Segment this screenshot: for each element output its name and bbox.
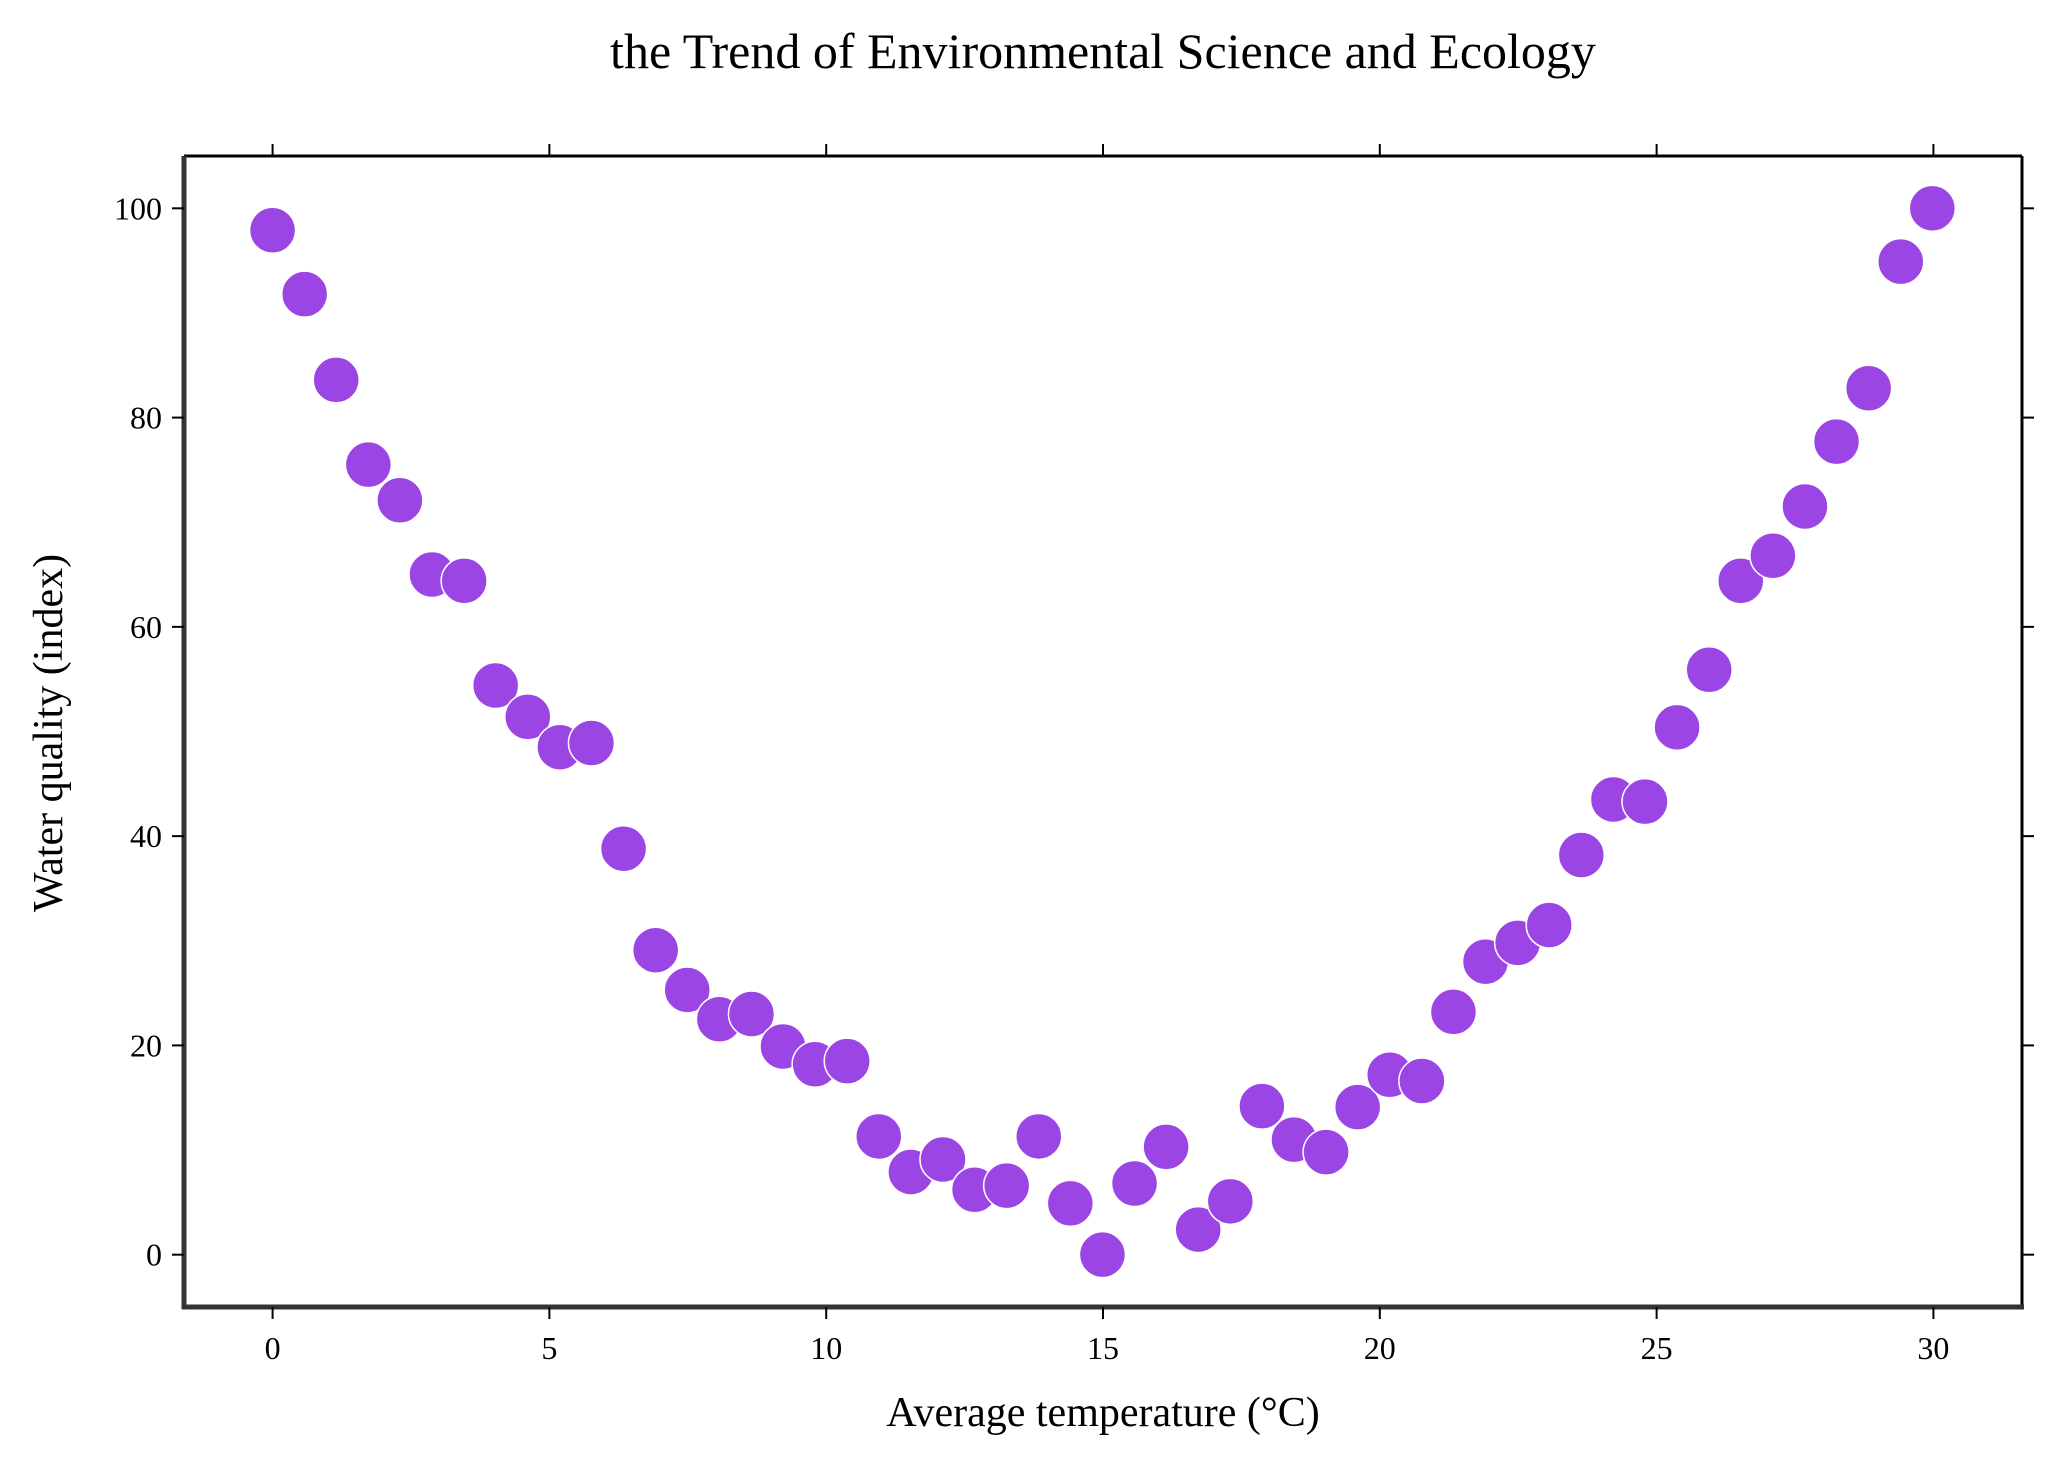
x-tick-label: 25	[1641, 1330, 1673, 1366]
data-point	[312, 356, 360, 404]
data-point	[1174, 1205, 1222, 1254]
chart-title: the Trend of Environmental Science and E…	[610, 23, 1596, 79]
data-point	[376, 476, 424, 525]
y-tick-label: 80	[130, 400, 162, 436]
y-tick-label: 0	[146, 1237, 162, 1273]
data-point	[1429, 988, 1478, 1036]
data-point	[1238, 1082, 1286, 1130]
data-point	[504, 693, 552, 741]
data-point	[1749, 531, 1797, 580]
data-point	[631, 926, 680, 974]
data-point	[1046, 1179, 1095, 1228]
data-point	[1908, 184, 1957, 233]
y-axis-label: Water quality (index)	[26, 554, 72, 912]
data-point	[727, 990, 776, 1038]
data-point	[567, 719, 616, 767]
x-tick-label: 20	[1364, 1330, 1396, 1366]
data-point	[1015, 1112, 1063, 1161]
y-tick-label: 40	[130, 818, 162, 854]
data-point	[1398, 1057, 1446, 1105]
data-point	[1685, 646, 1733, 694]
data-point	[823, 1037, 871, 1085]
data-point	[1078, 1230, 1127, 1279]
y-tick-label: 100	[114, 190, 162, 226]
plot-background	[184, 156, 2022, 1307]
data-point	[1302, 1128, 1350, 1176]
plot-area	[181, 154, 2024, 1310]
x-axis-label: Average temperature (°C)	[886, 1390, 1319, 1436]
data-point	[855, 1112, 903, 1161]
data-point	[1717, 557, 1765, 605]
data-point	[599, 824, 648, 873]
data-point	[1525, 901, 1573, 949]
data-point	[1110, 1159, 1159, 1208]
data-point	[1877, 237, 1925, 286]
data-point	[663, 966, 711, 1014]
axis-ticks: 0 5 10 15 20 25 30 0 20 40 60 80 100	[114, 144, 2034, 1366]
data-point	[1653, 703, 1701, 752]
data-point	[1142, 1123, 1190, 1171]
data-point	[919, 1135, 967, 1184]
data-point	[982, 1161, 1031, 1210]
y-tick-label: 60	[130, 609, 162, 645]
x-tick-label: 15	[1087, 1330, 1119, 1366]
data-point	[1206, 1177, 1255, 1226]
data-point	[1621, 777, 1669, 826]
data-point	[1557, 831, 1606, 879]
data-point	[1781, 482, 1829, 531]
data-point	[471, 661, 520, 710]
data-point	[1333, 1083, 1382, 1131]
x-tick-label: 10	[810, 1330, 842, 1366]
x-tick-label: 30	[1917, 1330, 1949, 1366]
x-tick-label: 0	[265, 1330, 281, 1366]
x-tick-label: 5	[541, 1330, 557, 1366]
data-point	[280, 270, 329, 318]
data-point	[440, 557, 488, 605]
data-point	[344, 440, 393, 489]
data-point	[248, 206, 297, 255]
y-tick-label: 20	[130, 1027, 162, 1063]
data-point	[1812, 417, 1861, 466]
data-points	[248, 184, 1957, 1279]
data-point	[1844, 364, 1893, 413]
